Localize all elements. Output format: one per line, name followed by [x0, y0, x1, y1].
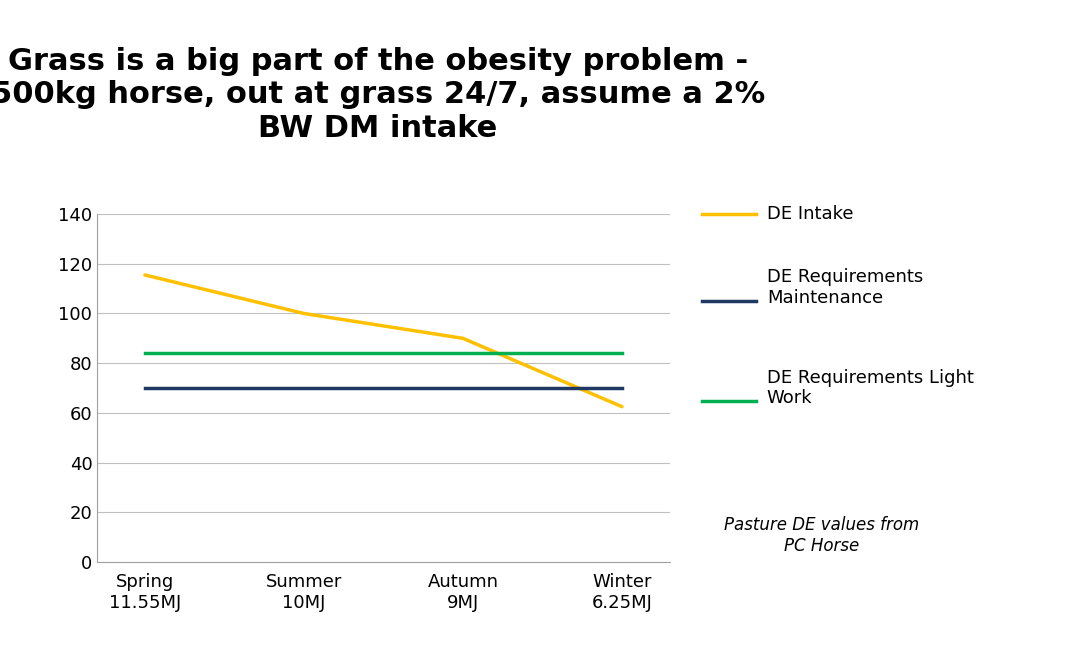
Text: Grass is a big part of the obesity problem -
500kg horse, out at grass 24/7, ass: Grass is a big part of the obesity probl…	[0, 47, 765, 143]
Text: DE Requirements
Maintenance: DE Requirements Maintenance	[767, 268, 923, 307]
Text: DE Requirements Light
Work: DE Requirements Light Work	[767, 369, 974, 407]
Text: DE Intake: DE Intake	[767, 205, 853, 223]
Text: Pasture DE values from
PC Horse: Pasture DE values from PC Horse	[724, 516, 919, 555]
